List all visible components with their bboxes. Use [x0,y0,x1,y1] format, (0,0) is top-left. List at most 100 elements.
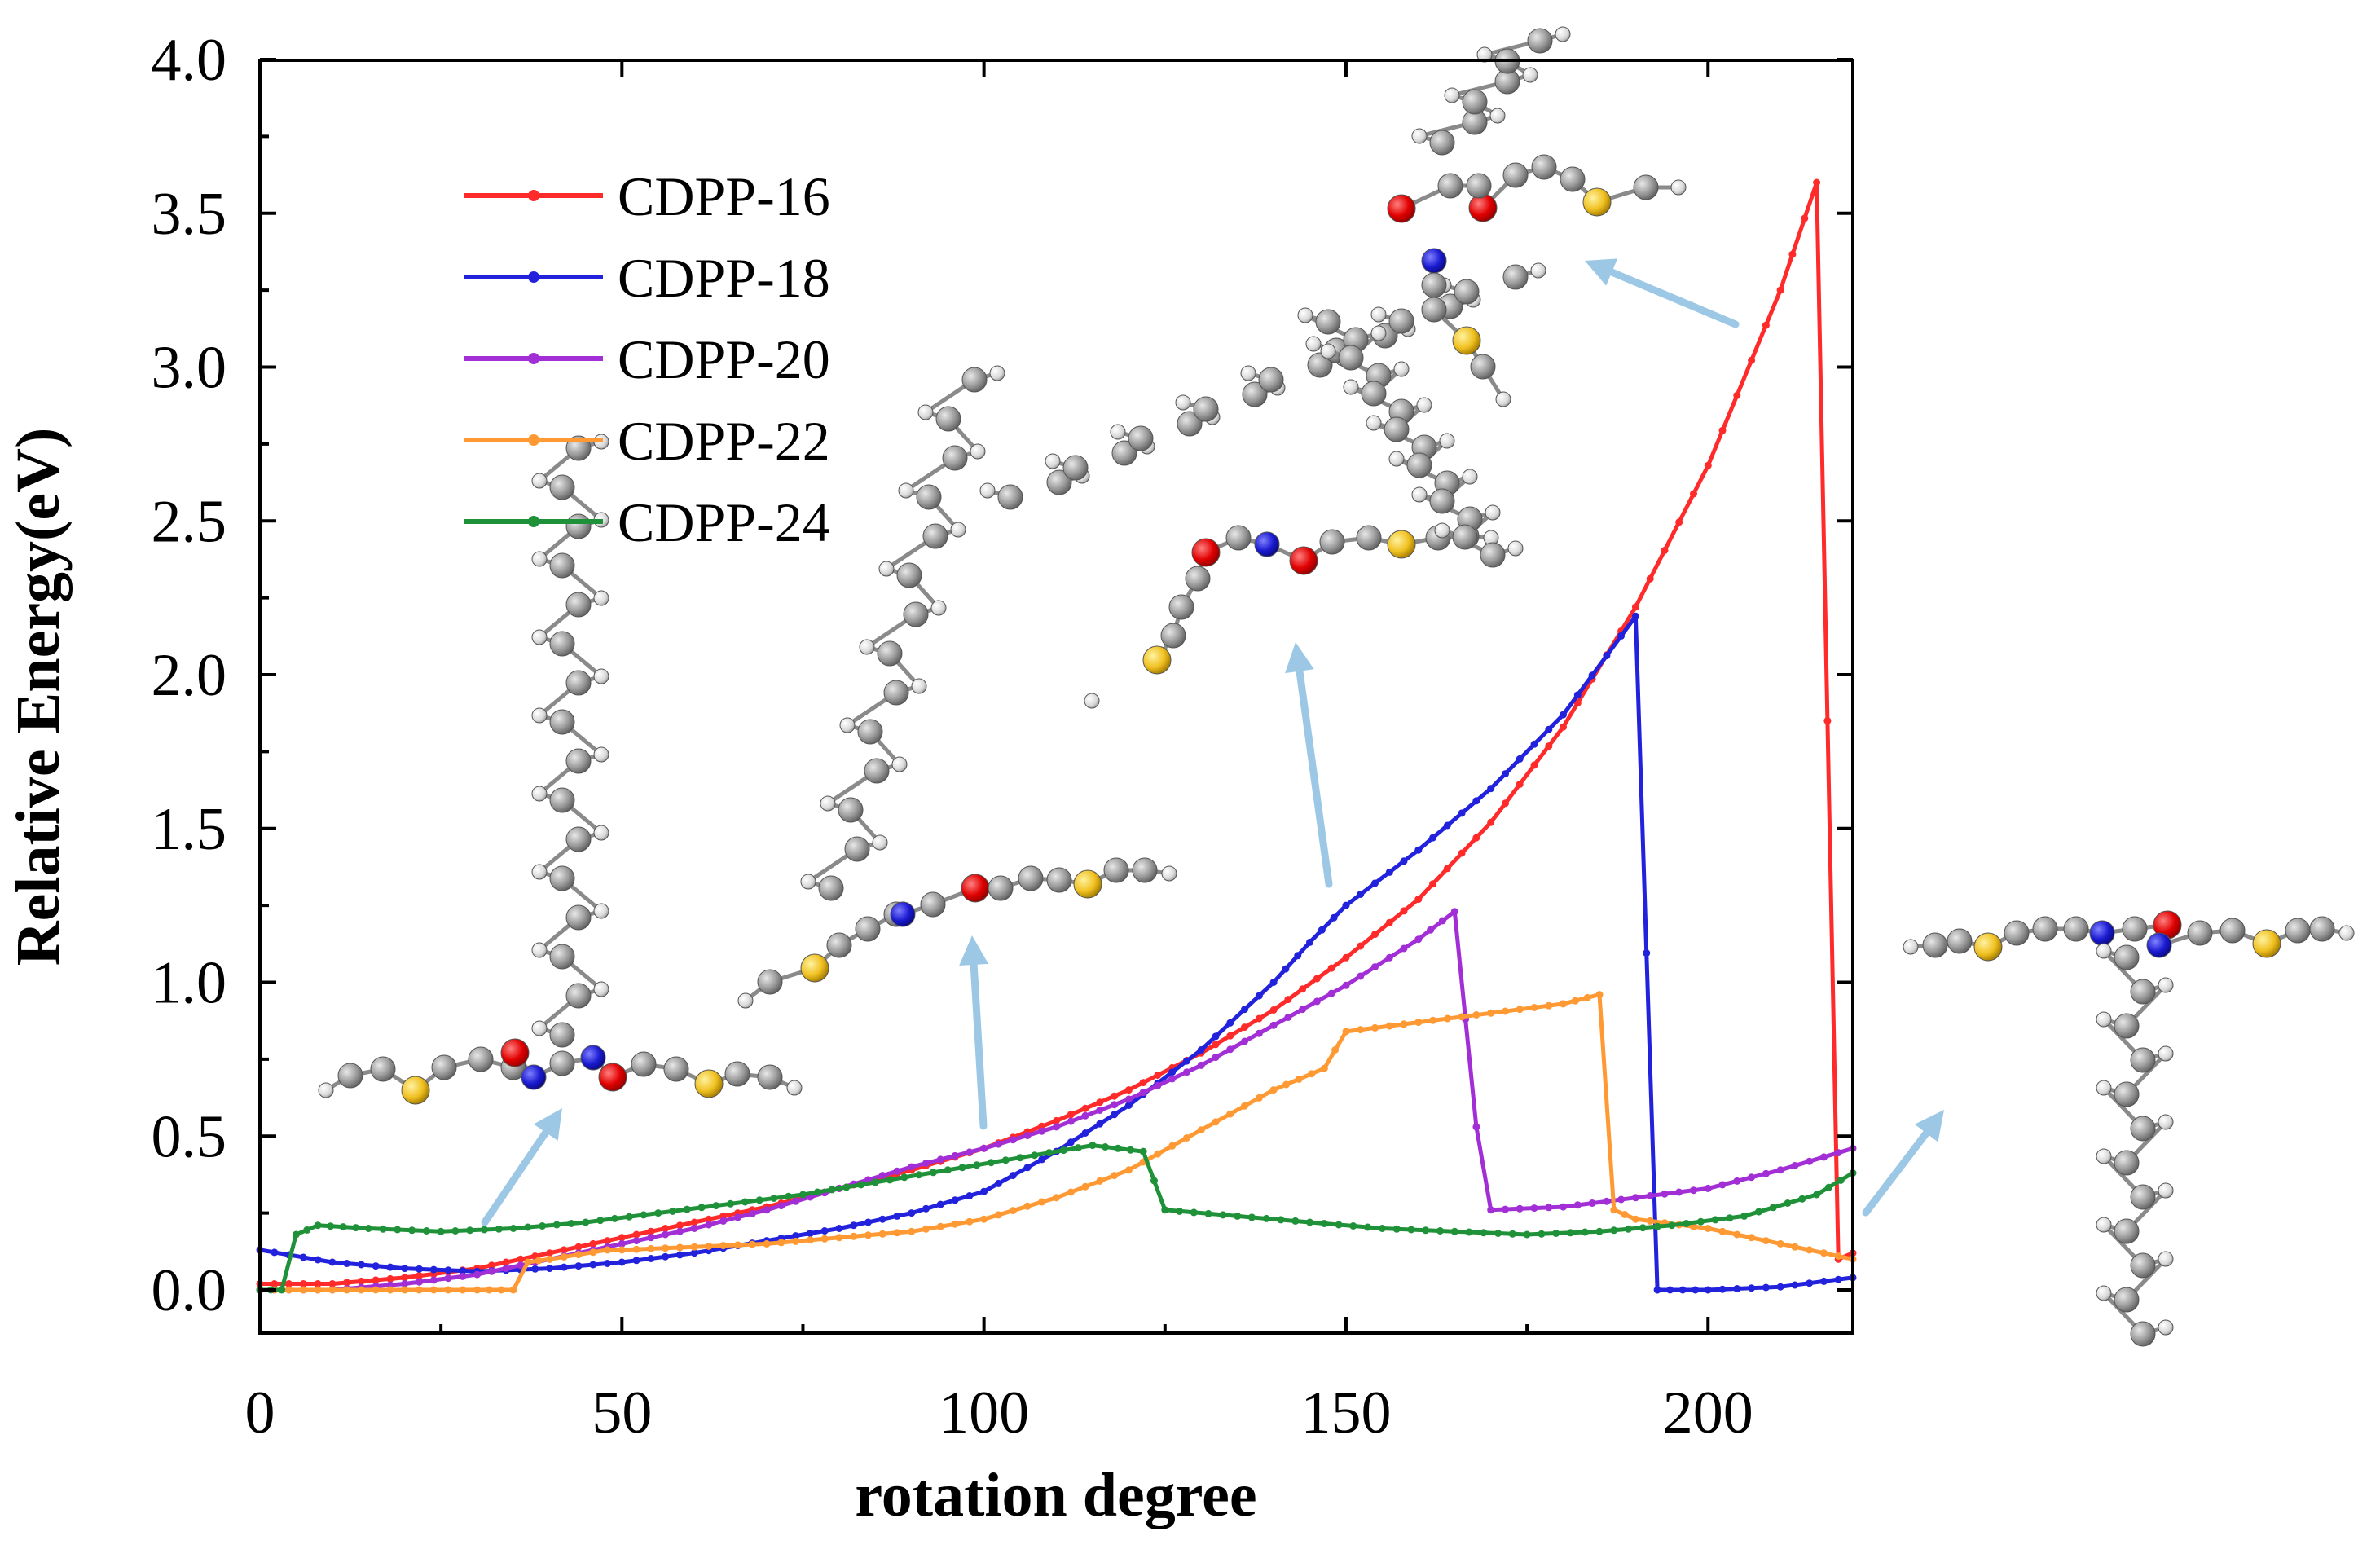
data-point [828,1186,836,1194]
data-point [705,1215,713,1223]
data-point [299,1253,307,1261]
data-point [1733,1230,1741,1239]
atom-h [2158,1182,2174,1199]
y-tick-labels: 0.0 0.5 1.0 1.5 2.0 2.5 3.0 3.5 4.0 [152,27,227,1324]
data-point [357,1277,365,1285]
data-point [364,1225,372,1232]
atom-o [598,1063,627,1092]
atom-h [531,707,548,724]
data-point [1631,603,1639,611]
data-point [1791,1162,1799,1169]
atom-h [820,795,836,812]
data-point [299,1280,307,1287]
legend-label: CDPP-24 [618,491,830,553]
atom-h [891,756,908,772]
atom-c [844,836,870,862]
data-point [372,1286,380,1294]
atom-c [864,758,890,784]
atom-h [911,678,927,694]
data-point [1692,1286,1700,1294]
data-point [1096,1098,1104,1107]
data-point [1560,1000,1567,1008]
data-point [1668,1221,1676,1230]
legend-item: CDPP-20 [464,328,830,390]
data-point [1472,797,1480,805]
atom-n [1421,248,1447,274]
data-point [1806,1279,1814,1287]
atom-h [531,629,548,645]
data-point [1009,1136,1017,1144]
data-point [1067,1111,1075,1119]
data-point [1595,991,1604,999]
atom-c [1531,154,1557,180]
atom-c [1470,354,1496,380]
atom-h [2096,1011,2112,1028]
data-point [966,1217,974,1226]
data-point [936,1222,944,1230]
data-point [662,1244,670,1252]
molecule-4-chain [1297,307,1524,568]
data-point [401,1274,409,1282]
data-point [915,1171,923,1179]
data-point [560,1246,568,1254]
data-point [820,1227,829,1235]
data-point [1813,1191,1821,1199]
data-point [1560,1203,1567,1211]
data-point [966,1192,974,1199]
molecule-4-chain-top [1411,26,1571,156]
arrow-head [1585,258,1618,286]
atom-c [1111,440,1137,466]
data-point [1371,879,1379,887]
data-point [343,1279,351,1287]
data-point [327,1222,335,1230]
data-point [485,1286,493,1294]
data-point [1824,1183,1832,1191]
data-point [675,1221,684,1230]
atom-c [1242,381,1268,407]
data-point [1443,865,1451,873]
atom-h [593,746,609,763]
data-point [343,1286,351,1294]
y-tick-label: 2.5 [152,488,227,555]
data-point [314,1280,322,1287]
data-point [618,1239,626,1248]
data-point [936,1155,944,1164]
data-point [1610,1206,1618,1214]
atom-c [1560,166,1586,192]
data-point [1631,1215,1639,1223]
x-tick-labels: 0 50 100 150 200 [245,1380,1753,1446]
data-point [386,1274,394,1283]
data-point [1212,1054,1220,1062]
data-point [1067,1117,1075,1125]
data-point [1748,1234,1756,1242]
atom-h [2096,1080,2112,1096]
atom-c [549,552,575,579]
atom-h [2158,1114,2174,1130]
data-point [1661,547,1669,554]
atom-c [2285,918,2311,944]
data-point [502,1265,510,1273]
data-point [444,1286,452,1294]
atom-c [1356,525,1382,551]
data-point [271,1280,279,1287]
data-point [1114,1144,1122,1152]
data-point [574,1251,583,1259]
data-point [1023,1132,1032,1139]
atom-c [2309,916,2335,942]
data-point [1154,1081,1162,1089]
data-point [1197,1061,1205,1069]
atom-c [1922,932,1948,958]
atom-h [2338,925,2355,941]
data-point [1675,1188,1683,1196]
atom-c [1947,928,1973,954]
atom-c [916,484,942,510]
data-point [1666,1286,1674,1294]
data-point [1545,1001,1553,1010]
atom-c [2130,1116,2156,1142]
data-point [647,1234,655,1242]
data-point [1320,1064,1328,1072]
data-point [1385,953,1393,962]
data-point [1487,818,1495,826]
